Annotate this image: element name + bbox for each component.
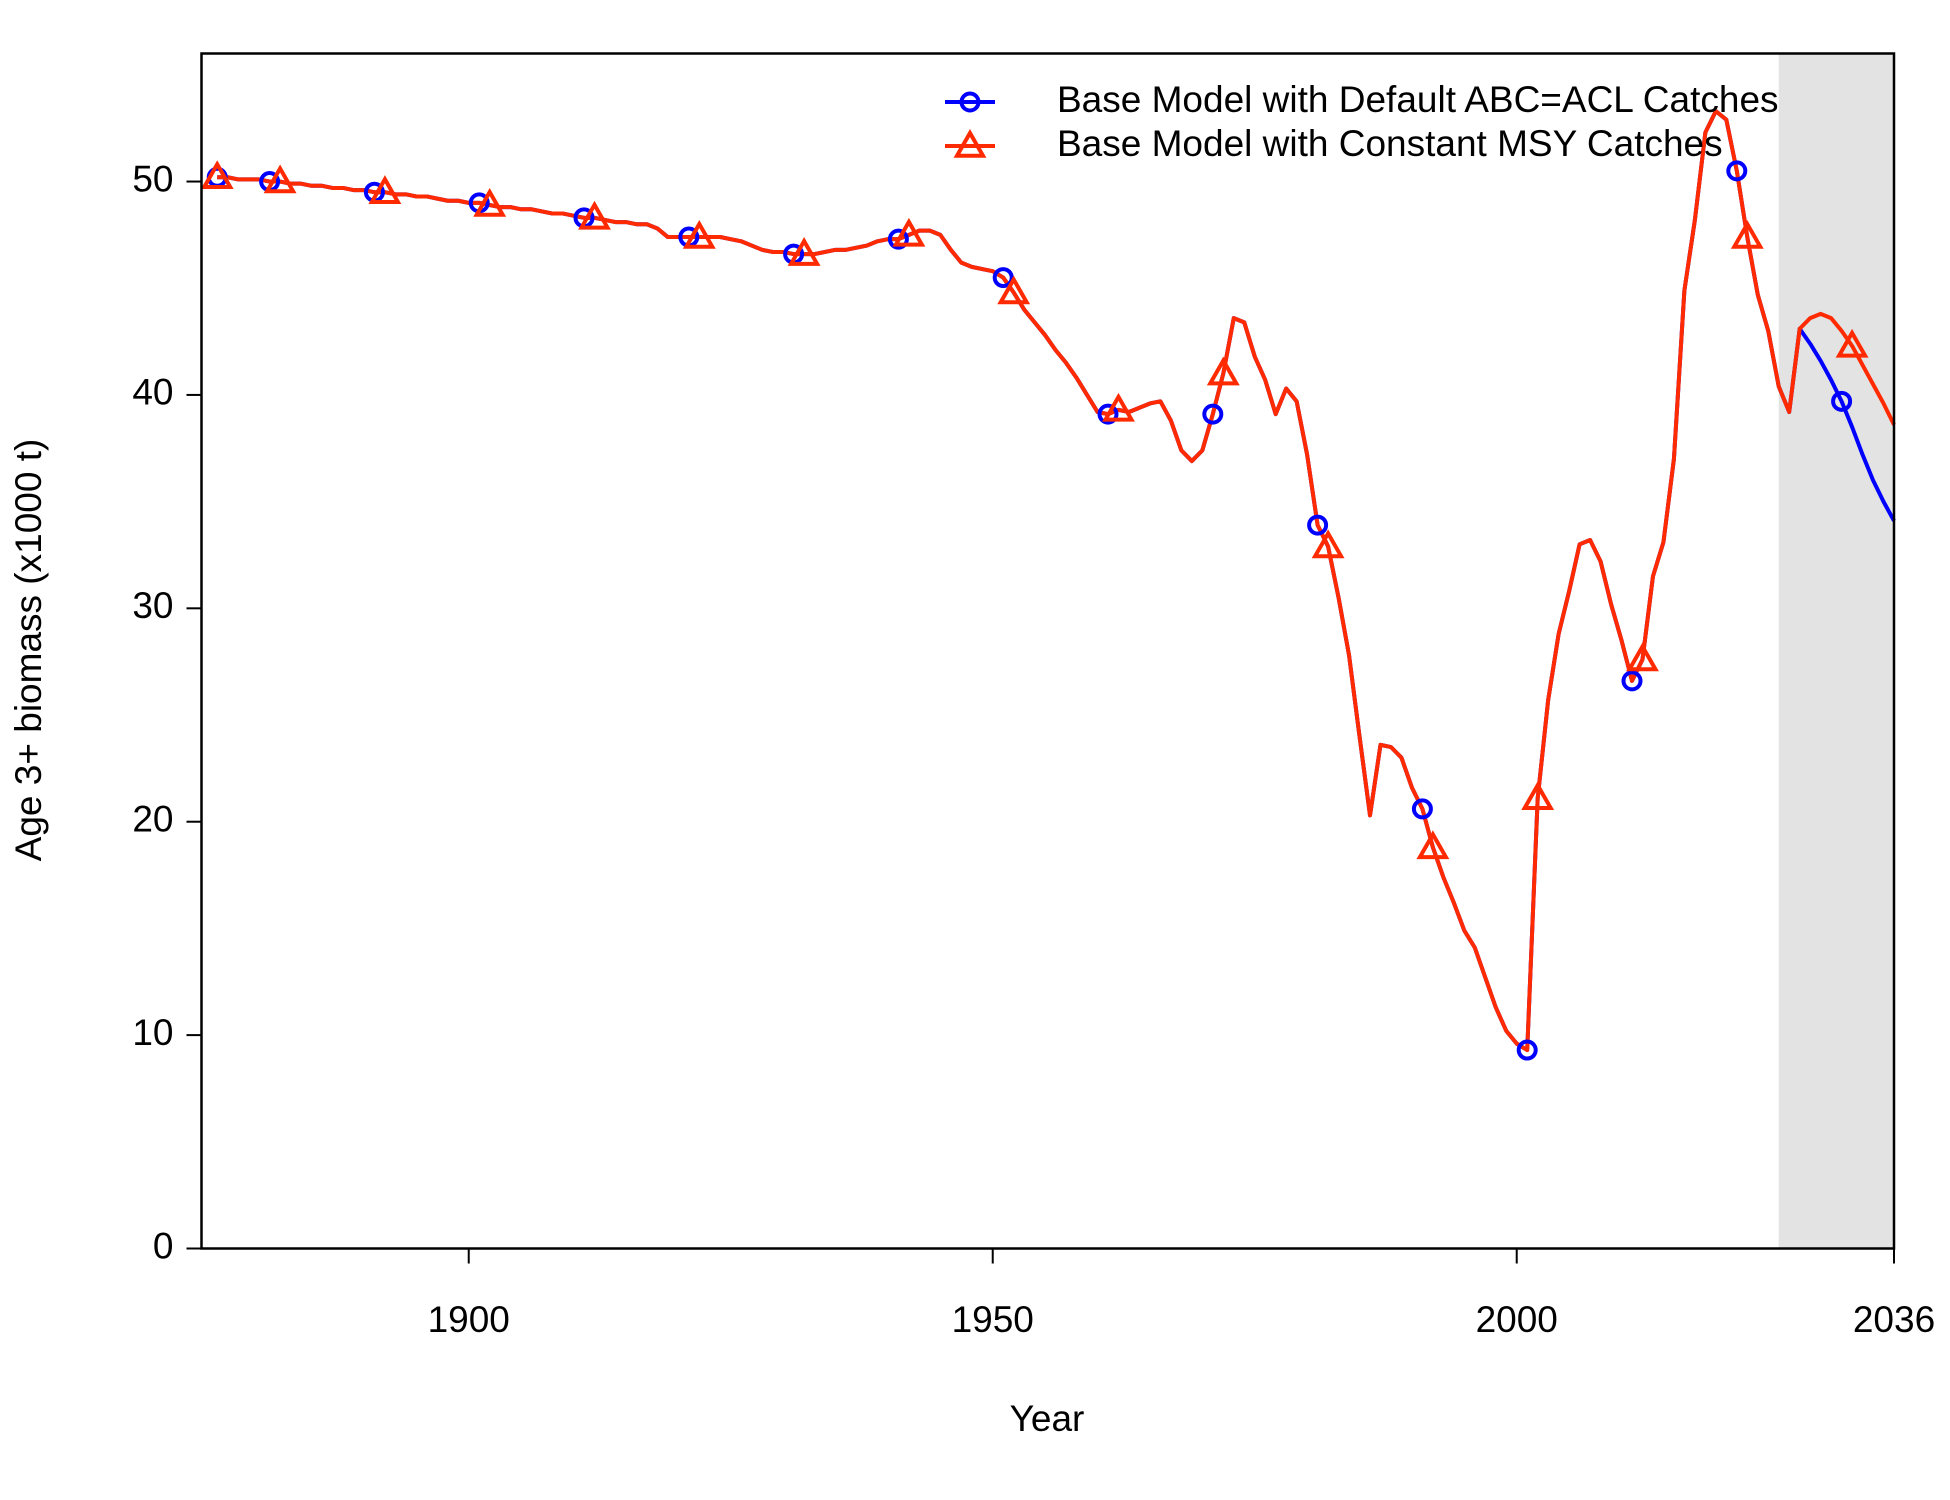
- y-axis-label: Age 3+ biomass (x1000 t): [8, 439, 49, 862]
- x-axis-label: Year: [1010, 1398, 1085, 1439]
- series-line: [217, 109, 1896, 1053]
- point: [1516, 1039, 1538, 1061]
- point: [1730, 219, 1764, 249]
- point: [892, 217, 926, 247]
- plot-frame: [200, 52, 1896, 1250]
- point: [1311, 529, 1345, 559]
- point: [473, 187, 507, 217]
- point: [1726, 160, 1748, 182]
- point: [263, 164, 297, 194]
- y-tick-label: 40: [132, 372, 173, 413]
- point: [1206, 356, 1240, 386]
- point: [992, 267, 1014, 289]
- series-line: [217, 109, 1896, 1053]
- forecast-shade: [1778, 53, 1894, 1249]
- point: [1307, 514, 1329, 536]
- legend-marker: [953, 128, 987, 158]
- point: [1521, 781, 1555, 810]
- point: [997, 275, 1031, 305]
- legend-marker: [959, 91, 981, 113]
- y-tick-label: 50: [132, 158, 173, 199]
- point: [1202, 403, 1224, 425]
- point: [1835, 328, 1869, 358]
- x-tick-label: 2036: [1853, 1299, 1935, 1340]
- y-tick-label: 20: [132, 798, 173, 839]
- y-tick-label: 10: [132, 1012, 173, 1053]
- legend-label: Base Model with Constant MSY Catches: [1057, 123, 1723, 164]
- point: [1831, 390, 1853, 412]
- point: [368, 175, 402, 204]
- point: [1411, 798, 1433, 820]
- y-tick-label: 30: [132, 585, 173, 626]
- point: [682, 219, 716, 249]
- x-tick-label: 1950: [952, 1299, 1034, 1340]
- point: [578, 200, 611, 230]
- x-tick-label: 2000: [1476, 1299, 1558, 1340]
- point: [1626, 642, 1659, 672]
- point: [1097, 403, 1119, 425]
- x-tick-label: 1900: [428, 1299, 510, 1340]
- point: [887, 228, 909, 250]
- legend-label: Base Model with Default ABC=ACL Catches: [1057, 79, 1779, 120]
- point: [1102, 392, 1135, 422]
- point: [1621, 670, 1643, 692]
- point: [1416, 830, 1450, 860]
- y-tick-label: 0: [153, 1225, 174, 1266]
- point: [200, 160, 234, 190]
- point: [787, 237, 821, 266]
